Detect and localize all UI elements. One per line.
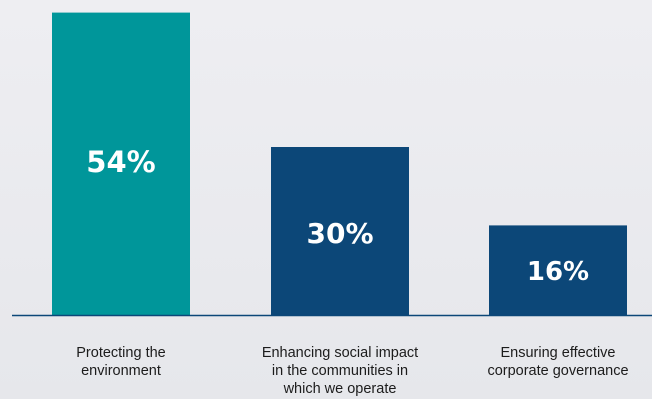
- category-label-2-line-3: which we operate: [283, 381, 397, 397]
- bar-1: [52, 12, 190, 315]
- category-label-2: Enhancing social impact in the communitie…: [262, 345, 418, 397]
- category-label-3: Ensuring effective corporate governance: [487, 345, 628, 379]
- bar-value-label-3: 16%: [527, 257, 589, 287]
- bar-value-label-1: 54%: [86, 145, 155, 179]
- category-label-2-line-1: Enhancing social impact: [262, 345, 418, 361]
- category-label-3-line-2: corporate governance: [487, 363, 628, 379]
- category-label-1: Protecting the environment: [76, 345, 165, 379]
- bar-value-label-2: 30%: [306, 217, 373, 250]
- bar-3: [489, 225, 627, 315]
- category-label-1-line-1: Protecting the: [76, 345, 165, 361]
- category-label-2-line-2: in the communities in: [272, 363, 408, 379]
- category-label-3-line-1: Ensuring effective: [501, 345, 616, 361]
- bar-2: [271, 147, 409, 315]
- category-label-1-line-2: environment: [81, 363, 161, 379]
